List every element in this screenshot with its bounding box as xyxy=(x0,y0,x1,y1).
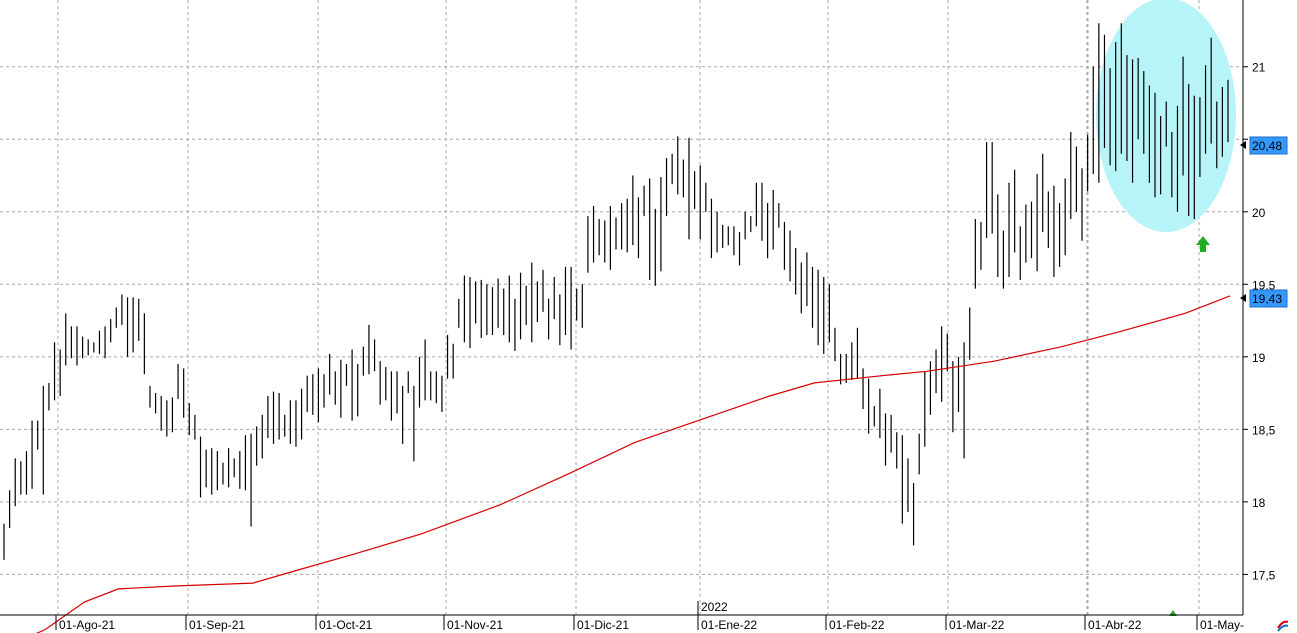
x-tick-label: 01-Ago-21 xyxy=(59,618,115,632)
y-tick-label: 20 xyxy=(1252,206,1266,220)
x-tick-label: 01-Mar-22 xyxy=(949,618,1005,632)
y-tick-label: 18,5 xyxy=(1252,423,1276,437)
last-price-label: 20,48 xyxy=(1252,139,1282,153)
x-tick-label: 01-Dic-21 xyxy=(577,618,629,632)
y-tick-label: 17,5 xyxy=(1252,568,1276,582)
logo-icon xyxy=(1276,619,1289,632)
signal-arrow-icon xyxy=(1196,236,1210,252)
x-axis-ticks: 01-Ago-21 01-Sep-21 01-Oct-21 01-Nov-21 01-D… xyxy=(55,615,1244,632)
x-tick-label: 01-Ene-22 xyxy=(701,618,757,632)
moving-average-line xyxy=(35,295,1231,633)
x-tick-label: 01-Nov-21 xyxy=(447,618,503,632)
x-tick-label: 01-Abr-22 xyxy=(1088,618,1142,632)
y-tick-label: 21 xyxy=(1252,61,1266,75)
moving-average-label: 19,43 xyxy=(1252,292,1282,306)
x-tick-label: 01-Sep-21 xyxy=(189,618,245,632)
moving-average-tag: 19,43 xyxy=(1240,289,1288,308)
y-axis-ticks: 21 20 19,5 19 18,5 18 17,5 xyxy=(1243,61,1276,582)
year-marker: 2022 xyxy=(701,600,728,614)
x-tick-label: 01-May- xyxy=(1200,618,1244,632)
y-tick-label: 19,5 xyxy=(1252,278,1276,292)
y-tick-label: 18 xyxy=(1252,496,1266,510)
y-tick-label: 19 xyxy=(1252,351,1266,365)
ohlc-bars xyxy=(3,23,1229,560)
gridlines xyxy=(0,0,1243,615)
last-price-tag: 20,48 xyxy=(1240,136,1288,155)
x-tick-label: 01-Oct-21 xyxy=(319,618,373,632)
x-tick-label: 01-Feb-22 xyxy=(829,618,885,632)
